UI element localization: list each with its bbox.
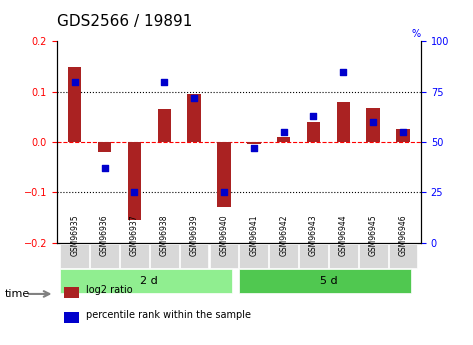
FancyBboxPatch shape bbox=[61, 269, 232, 293]
Point bbox=[71, 79, 79, 85]
Point bbox=[160, 79, 168, 85]
FancyBboxPatch shape bbox=[389, 244, 417, 268]
Point bbox=[399, 129, 407, 135]
FancyBboxPatch shape bbox=[180, 244, 209, 268]
Text: GSM96943: GSM96943 bbox=[309, 215, 318, 256]
Point bbox=[280, 129, 288, 135]
FancyBboxPatch shape bbox=[61, 244, 89, 268]
Text: GSM96942: GSM96942 bbox=[279, 215, 288, 256]
Bar bbox=[98, 142, 111, 152]
Text: GSM96946: GSM96946 bbox=[399, 215, 408, 256]
FancyBboxPatch shape bbox=[359, 244, 387, 268]
Bar bbox=[247, 142, 261, 145]
Bar bbox=[396, 129, 410, 142]
FancyBboxPatch shape bbox=[269, 244, 298, 268]
Text: %: % bbox=[412, 29, 421, 39]
Point bbox=[310, 113, 317, 119]
FancyBboxPatch shape bbox=[239, 269, 412, 293]
FancyBboxPatch shape bbox=[210, 244, 238, 268]
Bar bbox=[68, 67, 81, 142]
FancyBboxPatch shape bbox=[329, 244, 358, 268]
Text: 5 d: 5 d bbox=[320, 276, 337, 286]
Text: GSM96945: GSM96945 bbox=[369, 215, 378, 256]
Point bbox=[131, 189, 138, 195]
Text: GSM96940: GSM96940 bbox=[219, 215, 228, 256]
FancyBboxPatch shape bbox=[239, 244, 268, 268]
Point bbox=[101, 165, 108, 171]
FancyBboxPatch shape bbox=[150, 244, 179, 268]
Bar bbox=[217, 142, 231, 207]
Point bbox=[250, 145, 258, 151]
Text: 2 d: 2 d bbox=[140, 276, 158, 286]
Bar bbox=[64, 287, 79, 298]
Text: time: time bbox=[5, 289, 30, 299]
Point bbox=[220, 189, 228, 195]
Bar bbox=[337, 102, 350, 142]
Text: GSM96938: GSM96938 bbox=[160, 215, 169, 256]
FancyBboxPatch shape bbox=[120, 244, 149, 268]
Bar bbox=[158, 109, 171, 142]
Bar bbox=[277, 137, 290, 142]
Text: GDS2566 / 19891: GDS2566 / 19891 bbox=[57, 14, 192, 29]
Text: GSM96944: GSM96944 bbox=[339, 215, 348, 256]
Text: percentile rank within the sample: percentile rank within the sample bbox=[86, 310, 251, 320]
Point bbox=[369, 119, 377, 125]
Bar bbox=[367, 108, 380, 142]
Text: log2 ratio: log2 ratio bbox=[86, 285, 132, 295]
Bar bbox=[64, 312, 79, 323]
Bar bbox=[307, 122, 320, 142]
Bar bbox=[187, 94, 201, 142]
Text: GSM96939: GSM96939 bbox=[190, 215, 199, 256]
FancyBboxPatch shape bbox=[90, 244, 119, 268]
Point bbox=[340, 69, 347, 74]
FancyBboxPatch shape bbox=[299, 244, 328, 268]
Bar bbox=[128, 142, 141, 220]
Text: GSM96937: GSM96937 bbox=[130, 215, 139, 256]
Point bbox=[190, 95, 198, 100]
Text: GSM96941: GSM96941 bbox=[249, 215, 258, 256]
Text: GSM96935: GSM96935 bbox=[70, 215, 79, 256]
Text: GSM96936: GSM96936 bbox=[100, 215, 109, 256]
